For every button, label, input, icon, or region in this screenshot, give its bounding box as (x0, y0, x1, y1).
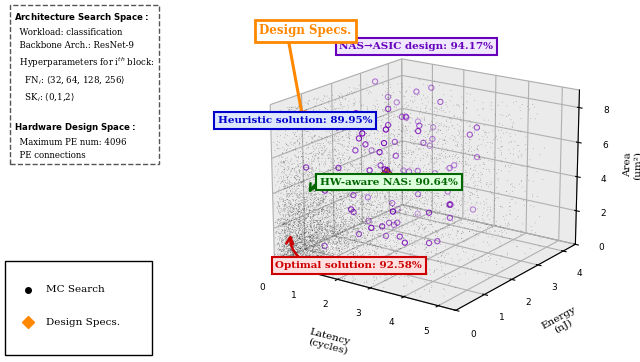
Text: Design Specs.: Design Specs. (259, 24, 351, 37)
X-axis label: Latency
(cycles): Latency (cycles) (307, 327, 351, 356)
Text: Design Specs.: Design Specs. (46, 318, 120, 327)
Text: Optimal solution: 92.58%: Optimal solution: 92.58% (275, 261, 422, 270)
Text: NAS→ASIC design: 94.17%: NAS→ASIC design: 94.17% (339, 42, 493, 51)
FancyBboxPatch shape (4, 261, 152, 355)
Y-axis label: Energy
(nJ): Energy (nJ) (540, 304, 582, 340)
Text: Heuristic solution: 89.95%: Heuristic solution: 89.95% (218, 116, 372, 125)
Text: MC Search: MC Search (46, 285, 105, 294)
Text: $\mathbf{Architecture\ Search\ Space:}$
  Workload: classification
  Backbone Ar: $\mathbf{Architecture\ Search\ Space:}$ … (14, 11, 154, 160)
Text: HW-aware NAS: 90.64%: HW-aware NAS: 90.64% (320, 178, 458, 187)
